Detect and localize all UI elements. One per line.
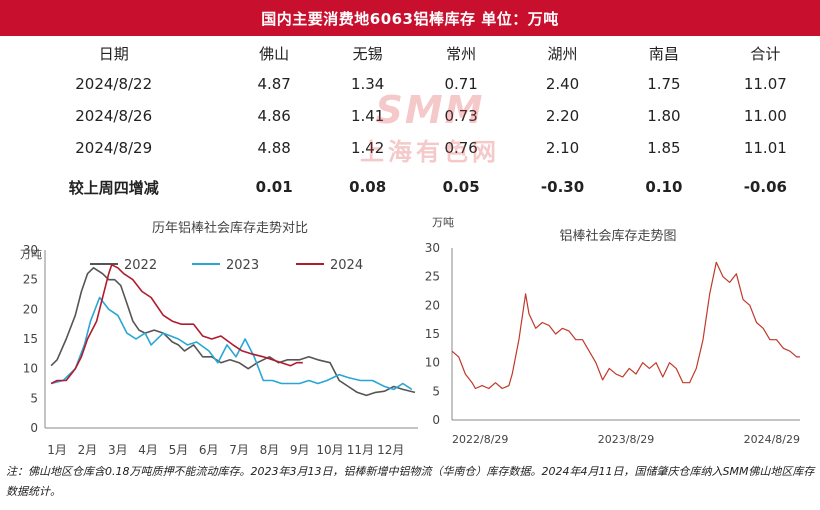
chart1-series-line-2023 <box>50 296 413 391</box>
table-cell: 1.42 <box>350 139 385 157</box>
weekly-change-row: 较上周四增减 0.01 0.08 0.05 -0.30 0.10 -0.06 <box>0 164 820 210</box>
table-cell: 2024/8/29 <box>75 139 153 157</box>
table-cell: 0.76 <box>444 139 478 157</box>
change-cell: -0.06 <box>743 178 787 196</box>
chart1-legend-label: 2022 <box>124 258 157 273</box>
chart1-x-tick-label: 4月 <box>138 443 158 457</box>
header-cell: 无锡 <box>352 44 383 63</box>
table-cell: 2024/8/22 <box>75 75 153 93</box>
chart1-x-tick-label: 3月 <box>108 443 128 457</box>
chart1-y-tick-label: 0 <box>30 421 38 435</box>
chart2-y-tick-label: 20 <box>425 298 440 312</box>
table-cell: 4.88 <box>257 139 291 157</box>
chart1-x-tick-label: 2月 <box>78 443 98 457</box>
chart1-x-tick-label: 10月 <box>316 443 343 457</box>
change-cell: -0.30 <box>540 178 585 196</box>
table-cell: 2024/8/26 <box>75 107 153 125</box>
chart2-y-unit: 万吨 <box>432 216 454 229</box>
header-cell: 湖州 <box>547 44 578 63</box>
chart1-x-tick-label: 9月 <box>290 443 310 457</box>
chart2-y-tick-label: 30 <box>425 241 440 255</box>
table-cell: 1.75 <box>647 75 681 93</box>
table-cell: 11.07 <box>743 75 787 93</box>
change-cell: 0.08 <box>349 178 387 196</box>
table-cell: 1.85 <box>647 139 681 157</box>
table-title-banner: 国内主要消费地6063铝棒库存 单位：万吨 <box>0 0 820 36</box>
chart2-y-tick-label: 10 <box>425 356 440 370</box>
chart1-x-tick-label: 12月 <box>377 443 404 457</box>
chart1-title: 历年铝棒社会库存走势对比 <box>152 220 308 236</box>
table-row: 2024/8/29 4.88 1.42 0.76 2.10 1.85 11.01 <box>0 132 820 164</box>
table-cell: 11.01 <box>743 139 787 157</box>
chart1-x-tick-label: 11月 <box>347 443 374 457</box>
chart1-x-tick-label: 6月 <box>199 443 219 457</box>
chart1-legend-label: 2023 <box>226 258 259 273</box>
table-cell: 1.80 <box>647 107 681 125</box>
chart1-legend-label: 2024 <box>330 258 363 273</box>
header-cell: 佛山 <box>259 44 290 63</box>
change-cell: 0.10 <box>645 178 683 196</box>
chart1-y-tick-label: 15 <box>23 332 38 346</box>
chart2-y-tick-label: 15 <box>425 327 440 341</box>
change-cell: 0.01 <box>255 178 293 196</box>
chart1-x-tick-label: 5月 <box>169 443 189 457</box>
chart1-series-line-2022 <box>50 266 416 397</box>
change-cell: 0.05 <box>442 178 480 196</box>
chart1-y-tick-label: 30 <box>23 243 38 257</box>
chart2-x-tick-label: 2022/8/29 <box>452 433 508 446</box>
table-header-row: 日期 佛山 无锡 常州 湖州 南昌 合计 <box>0 38 820 68</box>
header-cell: 常州 <box>446 44 477 63</box>
table-cell: 1.34 <box>350 75 385 93</box>
table-title: 国内主要消费地6063铝棒库存 单位：万吨 <box>261 9 559 28</box>
table-row: 2024/8/22 4.87 1.34 0.71 2.40 1.75 11.07 <box>0 68 820 100</box>
chart2-y-tick-label: 25 <box>425 270 440 284</box>
chart2-series-line <box>451 261 800 390</box>
table-cell: 1.41 <box>350 107 385 125</box>
change-label: 较上周四增减 <box>68 178 159 197</box>
table-cell: 2.40 <box>545 75 580 93</box>
header-cell: 合计 <box>750 44 781 63</box>
footnote: 注：佛山地区仓库含0.18万吨质押不能流动库存。2023年3月13日，铝棒新增中… <box>6 465 815 498</box>
header-cell: 日期 <box>98 44 129 63</box>
chart2-y-tick-label: 5 <box>432 384 440 398</box>
inventory-table: 日期 佛山 无锡 常州 湖州 南昌 合计 2024/8/22 4.87 1.34… <box>0 38 820 210</box>
table-cell: 4.86 <box>257 107 291 125</box>
chart1-y-unit: 万吨 <box>20 248 42 261</box>
header-cell: 南昌 <box>648 44 679 63</box>
chart1-x-tick-label: 7月 <box>229 443 249 457</box>
table-cell: 0.73 <box>444 107 478 125</box>
chart2-title: 铝棒社会库存走势图 <box>559 228 676 244</box>
chart1-y-tick-label: 5 <box>30 391 38 405</box>
chart1-y-tick-label: 20 <box>23 302 38 316</box>
chart1-series-line-2024 <box>50 263 303 385</box>
table-row: 2024/8/26 4.86 1.41 0.73 2.20 1.80 11.00 <box>0 100 820 132</box>
chart1-y-tick-label: 10 <box>23 362 38 376</box>
chart1-y-tick-label: 25 <box>23 273 38 287</box>
chart2-y-tick-label: 0 <box>432 413 440 427</box>
table-cell: 2.10 <box>545 139 580 157</box>
chart1-x-tick-label: 8月 <box>260 443 280 457</box>
table-cell: 4.87 <box>257 75 291 93</box>
table-cell: 2.20 <box>545 107 580 125</box>
chart2-x-tick-label: 2024/8/29 <box>744 433 800 446</box>
table-cell: 11.00 <box>743 107 787 125</box>
chart1-x-tick-label: 1月 <box>47 443 67 457</box>
table-cell: 0.71 <box>444 75 478 93</box>
chart2-x-tick-label: 2023/8/29 <box>598 433 654 446</box>
